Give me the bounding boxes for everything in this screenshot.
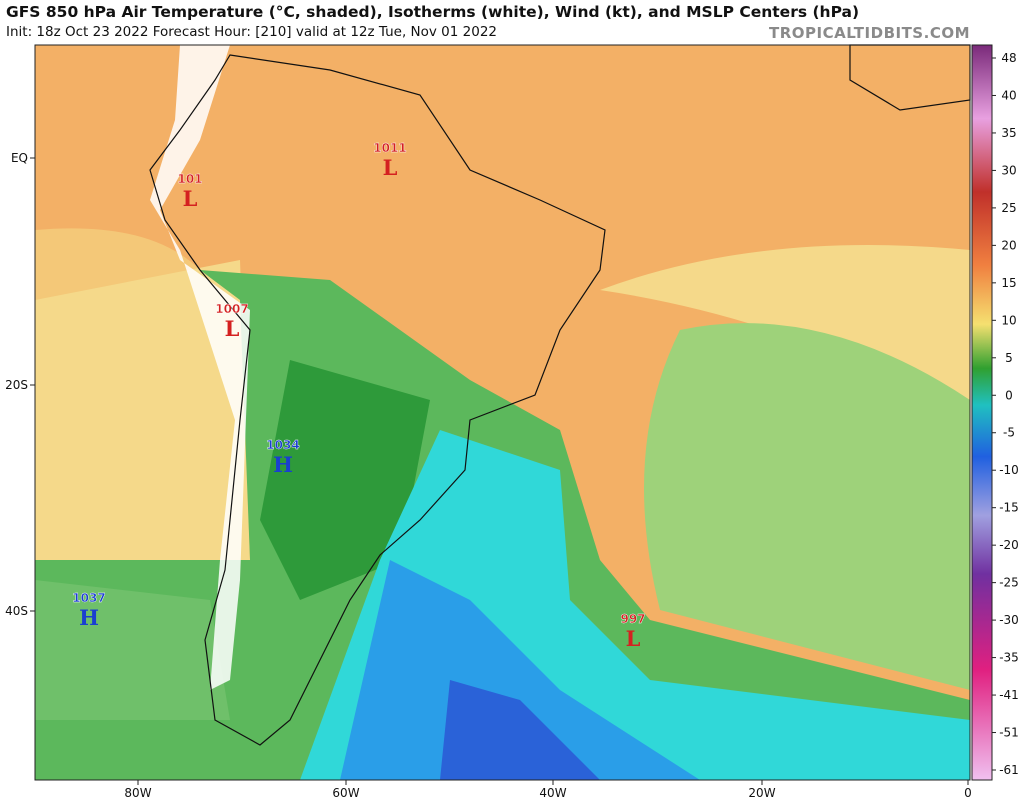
colorbar-label: -15 (999, 501, 1019, 515)
colorbar-label: 35 (1001, 126, 1016, 140)
latitude-label: EQ (11, 151, 28, 165)
colorbar-label: 15 (1001, 276, 1016, 290)
colorbar-label: 20 (1001, 238, 1016, 252)
colorbar-label: 40 (1001, 88, 1016, 102)
temperature-field (35, 45, 970, 780)
map-subtitle: Init: 18z Oct 23 2022 Forecast Hour: [21… (6, 24, 497, 40)
pressure-value: 1007 (215, 302, 248, 316)
colorbar-label: 48 (1001, 51, 1016, 65)
pressure-value: 101 (177, 172, 202, 186)
pressure-letter: L (183, 186, 198, 211)
pressure-letter: H (79, 605, 99, 630)
colorbar-label: 25 (1001, 201, 1016, 215)
colorbar (971, 44, 993, 781)
pressure-value: 1037 (72, 591, 105, 605)
pressure-letter: H (273, 452, 293, 477)
colorbar-label: -41 (999, 688, 1019, 702)
longitude-label: 40W (539, 786, 566, 800)
longitude-label: 80W (124, 786, 151, 800)
colorbar-label: 30 (1001, 163, 1016, 177)
colorbar-label: -61 (999, 763, 1019, 777)
colorbar-label: -20 (999, 538, 1019, 552)
latitude-label: 40S (5, 604, 28, 618)
colorbar-label: -35 (999, 651, 1019, 665)
colorbar-label: -5 (1003, 426, 1015, 440)
colorbar-label: 5 (1005, 351, 1013, 365)
colorbar-label: -51 (999, 726, 1019, 740)
pressure-letter: L (626, 626, 641, 651)
colorbar-label: 0 (1005, 388, 1013, 402)
brand: TROPICALTIDBITS.COM (769, 24, 970, 42)
latitude-label: 20S (5, 378, 28, 392)
longitude-label: 0 (964, 786, 972, 800)
pressure-value: 997 (620, 612, 645, 626)
pressure-letter: L (225, 316, 240, 341)
longitude-label: 60W (332, 786, 359, 800)
colorbar-label: -10 (999, 463, 1019, 477)
pressure-value: 1011 (373, 141, 406, 155)
colorbar-label: -30 (999, 613, 1019, 627)
colorbar-label: 10 (1001, 313, 1016, 327)
pressure-value: 1034 (266, 438, 299, 452)
map-frame (34, 44, 971, 781)
colorbar-label: -25 (999, 576, 1019, 590)
pressure-letter: L (383, 155, 398, 180)
map-title: GFS 850 hPa Air Temperature (°C, shaded)… (6, 3, 860, 21)
longitude-label: 20W (748, 786, 775, 800)
